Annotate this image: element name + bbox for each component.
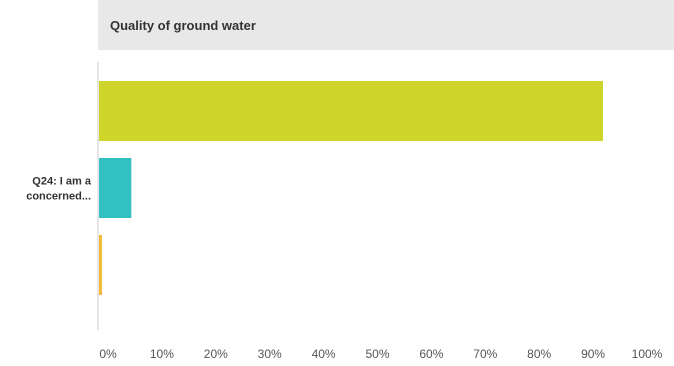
x-tick-label: 30%	[258, 347, 282, 361]
category-label-line: concerned...	[26, 191, 91, 203]
x-axis-ticks: 0% 10% 20% 30% 40% 50% 60% 70% 80% 90% 100%	[99, 347, 662, 361]
category-labels: Q24: I am a concerned...	[26, 176, 92, 203]
x-tick-label: 80%	[527, 347, 551, 361]
x-tick-label: 70%	[473, 347, 497, 361]
x-tick-label: 90%	[581, 347, 605, 361]
bar-1	[99, 81, 603, 141]
category-label: Q24: I am a concerned...	[26, 176, 92, 203]
category-label-line: Q24: I am a	[32, 176, 92, 188]
x-tick-label: 20%	[204, 347, 228, 361]
bars	[99, 81, 603, 295]
x-tick-label: 0%	[99, 347, 117, 361]
bar-2	[99, 158, 132, 218]
chart-title-band	[98, 0, 674, 50]
chart-title: Quality of ground water	[110, 18, 256, 33]
x-tick-label: 10%	[150, 347, 174, 361]
x-tick-label: 100%	[632, 347, 663, 361]
x-tick-label: 40%	[312, 347, 336, 361]
bar-3	[99, 235, 102, 295]
x-tick-label: 60%	[419, 347, 443, 361]
x-tick-label: 50%	[365, 347, 389, 361]
